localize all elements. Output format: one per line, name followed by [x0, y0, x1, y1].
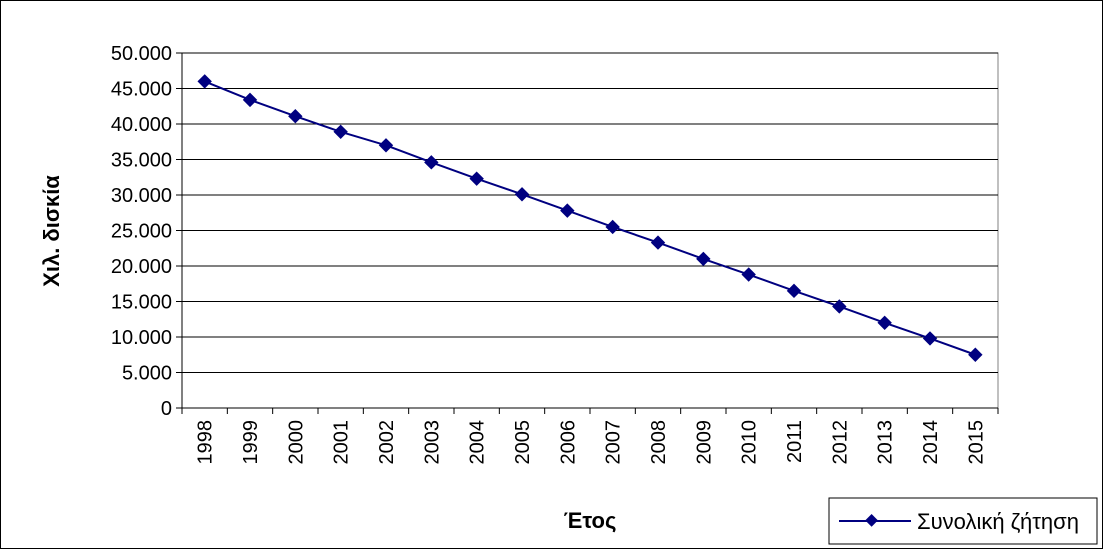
data-point — [922, 331, 938, 346]
data-point — [242, 92, 258, 108]
data-point — [832, 299, 847, 314]
data-point — [605, 219, 620, 235]
y-tick-label: 45.000 — [111, 79, 172, 101]
y-tick-label: 0 — [161, 398, 172, 420]
data-point — [741, 267, 756, 282]
data-point — [514, 187, 530, 202]
x-tick-label: 2010 — [739, 420, 761, 465]
x-tick-label: 2007 — [603, 420, 625, 465]
x-tick-label: 2001 — [331, 420, 353, 465]
y-tick-label: 25.000 — [111, 221, 172, 243]
x-tick-label: 1999 — [240, 420, 262, 465]
y-tick-label: 30.000 — [111, 185, 172, 207]
series-group — [197, 74, 983, 362]
data-point — [333, 124, 348, 140]
data-point — [288, 108, 303, 124]
y-tick-label: 5.000 — [122, 363, 172, 385]
x-tick-label: 2006 — [557, 420, 579, 465]
data-point — [650, 235, 666, 250]
x-tick-label: 2015 — [965, 420, 987, 465]
x-axis-ticks: 1998 1999 2000 2001 2002 2003 2004 2005 2006 2007… — [181, 408, 999, 465]
y-tick-label: 40.000 — [111, 114, 172, 136]
data-point — [378, 138, 394, 153]
gridlines — [182, 52, 998, 373]
data-point — [424, 155, 439, 170]
x-tick-label: 2005 — [512, 420, 534, 465]
x-tick-label: 2013 — [875, 420, 897, 465]
x-tick-label: 2002 — [376, 420, 398, 465]
data-point — [877, 315, 892, 331]
x-tick-label: 2009 — [693, 420, 715, 465]
x-tick-label: 2011 — [784, 420, 806, 463]
y-tick-label: 10.000 — [111, 327, 172, 349]
x-tick-label: 2000 — [285, 420, 307, 465]
data-point — [469, 171, 484, 186]
data-point — [786, 283, 802, 299]
x-tick-label: 2008 — [648, 420, 670, 465]
data-point — [968, 347, 983, 362]
legend-label: Συνολική ζήτηση — [917, 509, 1079, 534]
x-tick-label: 2012 — [829, 420, 851, 465]
x-axis-title: Έτος — [564, 508, 617, 533]
y-tick-label: 20.000 — [111, 256, 172, 278]
y-tick-label: 15.000 — [111, 292, 172, 314]
data-point — [560, 203, 575, 218]
data-point — [197, 74, 212, 89]
y-axis-title: Χιλ. δισκία — [39, 175, 64, 287]
x-tick-label: 2003 — [421, 420, 443, 465]
x-tick-label: 2004 — [467, 420, 489, 465]
y-axis-ticks: 0 5.000 10.000 15.000 20.000 25.000 30.000 35.0… — [111, 43, 182, 420]
series-line — [204, 80, 976, 356]
x-tick-label: 2014 — [920, 420, 942, 465]
legend-marker — [865, 514, 878, 527]
y-tick-label: 35.000 — [111, 150, 172, 172]
y-tick-label: 50.000 — [111, 43, 172, 65]
legend: Συνολική ζήτηση — [828, 497, 1098, 545]
data-point — [696, 251, 711, 267]
x-tick-label: 1998 — [195, 420, 217, 465]
